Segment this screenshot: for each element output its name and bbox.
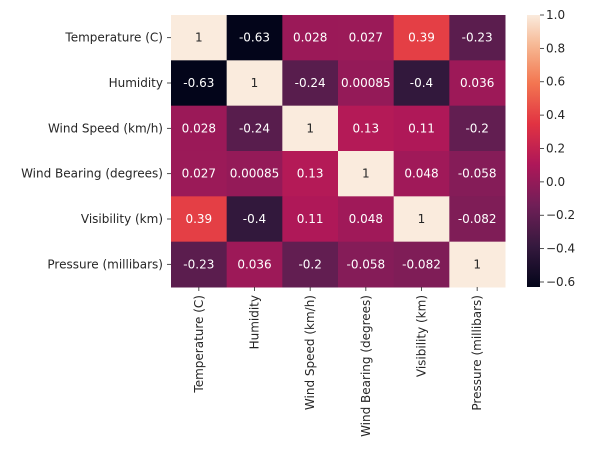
heatmap-cell xyxy=(449,196,506,243)
heatmap-cell xyxy=(171,151,228,197)
cell-annotation: 1 xyxy=(251,76,259,90)
heatmap-cell xyxy=(393,151,450,197)
heatmap-cell xyxy=(449,105,506,152)
heatmap-cell xyxy=(226,15,283,61)
colorbar-tick-label: −0.6 xyxy=(546,275,575,289)
heatmap-cell xyxy=(338,105,395,152)
heatmap-cell xyxy=(171,60,228,107)
cell-annotation: 0.11 xyxy=(297,212,324,226)
cell-annotation: 0.048 xyxy=(404,167,438,181)
heatmap-cell xyxy=(171,105,228,152)
cell-annotation: -0.058 xyxy=(346,257,385,271)
colorbar-tick-label: −0.2 xyxy=(546,208,575,222)
cell-annotation: -0.082 xyxy=(402,257,441,271)
cell-annotation: -0.24 xyxy=(239,121,270,135)
x-tick-label: Visibility (km) xyxy=(415,295,429,377)
x-tick-label: Wind Speed (km/h) xyxy=(303,295,317,410)
cell-annotation: -0.058 xyxy=(458,167,497,181)
heatmap-cell xyxy=(171,196,228,243)
heatmap-cell xyxy=(171,241,228,288)
heatmap-cell xyxy=(282,241,339,288)
cell-annotation: 1 xyxy=(306,121,314,135)
cell-annotation: 1 xyxy=(418,212,426,226)
heatmap-cell xyxy=(393,60,450,107)
y-tick-label: Wind Bearing (degrees) xyxy=(21,167,163,181)
colorbar xyxy=(527,15,540,287)
heatmap-cell xyxy=(282,15,339,61)
cell-annotation: 1 xyxy=(195,31,203,45)
x-tick-label: Temperature (C) xyxy=(192,295,206,394)
heatmap-cell xyxy=(226,241,283,288)
heatmap-cell xyxy=(226,151,283,197)
heatmap-cell xyxy=(226,105,283,152)
y-tick-label: Pressure (millibars) xyxy=(47,257,163,271)
heatmap-cell xyxy=(338,241,395,288)
cell-annotation: 0.13 xyxy=(297,167,324,181)
heatmap-cell xyxy=(338,151,395,197)
y-tick-label: Humidity xyxy=(109,76,163,90)
cell-annotation: 0.00085 xyxy=(230,167,280,181)
heatmap-cell xyxy=(393,15,450,61)
heatmap-cell xyxy=(282,105,339,152)
y-tick-label: Wind Speed (km/h) xyxy=(48,121,163,135)
colorbar-tick-label: 0.4 xyxy=(546,108,565,122)
heatmap-cell xyxy=(338,196,395,243)
cell-annotation: 0.048 xyxy=(349,212,383,226)
heatmap-cell xyxy=(226,60,283,107)
heatmap-cell xyxy=(171,15,228,61)
cell-annotation: 0.036 xyxy=(460,76,494,90)
cell-annotation: -0.2 xyxy=(465,121,488,135)
cell-annotation: 0.027 xyxy=(182,167,216,181)
colorbar-tick-label: −0.4 xyxy=(546,242,575,256)
colorbar-tick-label: 0.8 xyxy=(546,41,565,55)
colorbar-tick-label: 0.0 xyxy=(546,175,565,189)
cell-annotation: -0.23 xyxy=(462,31,493,45)
cell-annotation: -0.24 xyxy=(295,76,326,90)
cell-annotation: -0.23 xyxy=(183,257,214,271)
cell-annotation: 0.13 xyxy=(352,121,379,135)
cell-annotation: 0.39 xyxy=(408,31,435,45)
cell-annotation: 0.028 xyxy=(293,31,327,45)
heatmap-cell xyxy=(282,196,339,243)
cell-annotation: 1 xyxy=(473,257,481,271)
heatmap-cell xyxy=(282,151,339,197)
y-tick-label: Temperature (C) xyxy=(64,31,163,45)
heatmap-cell xyxy=(282,60,339,107)
x-tick-label: Pressure (millibars) xyxy=(470,295,484,411)
cell-annotation: 0.036 xyxy=(237,257,271,271)
cell-annotation: 0.11 xyxy=(408,121,435,135)
cell-annotation: -0.63 xyxy=(239,31,270,45)
heatmap-cell xyxy=(338,60,395,107)
y-tick-label: Visibility (km) xyxy=(81,212,163,226)
heatmap-cell xyxy=(338,15,395,61)
cell-annotation: 0.00085 xyxy=(341,76,391,90)
cell-annotation: -0.4 xyxy=(243,212,266,226)
heatmap-cell xyxy=(393,105,450,152)
heatmap-cell xyxy=(449,241,506,288)
cell-annotation: 0.028 xyxy=(182,121,216,135)
heatmap-cell xyxy=(449,60,506,107)
cell-annotation: -0.2 xyxy=(298,257,321,271)
x-tick-label: Wind Bearing (degrees) xyxy=(359,295,373,437)
x-tick-label: Humidity xyxy=(248,295,262,349)
cell-annotation: -0.4 xyxy=(410,76,433,90)
heatmap-cell xyxy=(449,15,506,61)
colorbar-tick-label: 0.6 xyxy=(546,75,565,89)
cell-annotation: 1 xyxy=(362,167,370,181)
heatmap-cell xyxy=(449,151,506,197)
cell-annotation: -0.63 xyxy=(183,76,214,90)
cell-annotation: -0.082 xyxy=(458,212,497,226)
colorbar-tick-label: 1.0 xyxy=(546,8,565,22)
heatmap-cell xyxy=(226,196,283,243)
colorbar-tick-label: 0.2 xyxy=(546,141,565,155)
heatmap-cell xyxy=(393,196,450,243)
heatmap-cell xyxy=(393,241,450,288)
cell-annotation: 0.027 xyxy=(349,31,383,45)
cell-annotation: 0.39 xyxy=(185,212,212,226)
